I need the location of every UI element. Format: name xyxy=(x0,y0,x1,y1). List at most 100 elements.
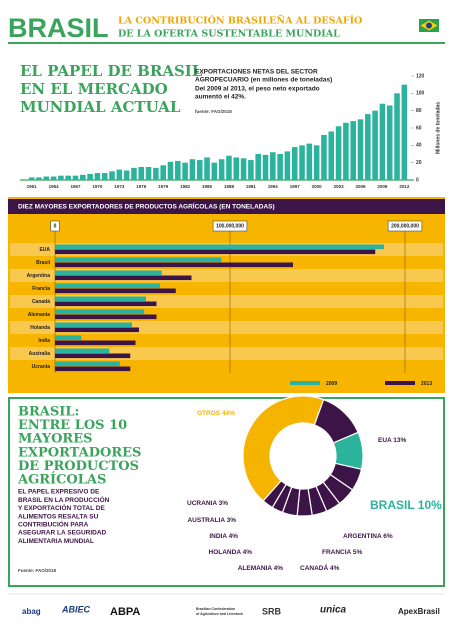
category-label: Francia xyxy=(32,286,50,292)
x-tick-label: 1982 xyxy=(180,184,191,189)
bar xyxy=(55,322,132,328)
logo: unica xyxy=(320,605,347,616)
bar xyxy=(167,161,174,180)
chart-subtitle: AGROPECUARIO (en millones de toneladas) xyxy=(195,77,332,84)
category-label: India xyxy=(38,338,50,344)
y-tick-label: 80 xyxy=(416,108,422,114)
bar xyxy=(277,154,283,180)
slice-value: 6% xyxy=(383,533,393,540)
body-text: EL PAPEL EXPRESIVO DE xyxy=(18,489,100,496)
exporters-title-bar xyxy=(8,199,445,214)
chart-title: DIEZ MAYORES EXPORTADORES DE PRODUCTOS A… xyxy=(18,202,275,211)
bar xyxy=(131,167,137,180)
x-tick-label: 1985 xyxy=(202,184,213,189)
bar xyxy=(204,157,210,180)
body-text: BRASIL EN LA PRODUCCIÓN xyxy=(18,495,110,504)
bar xyxy=(372,110,378,180)
logo: ABIEC xyxy=(61,604,91,614)
category-label: Brasil xyxy=(36,260,51,266)
slice-value: 10% xyxy=(418,498,442,512)
section-title: DE PRODUCTOS xyxy=(18,459,139,474)
bar xyxy=(50,176,57,180)
bar xyxy=(55,309,145,315)
bar xyxy=(379,103,386,180)
slice-category: EUA xyxy=(378,437,392,444)
body-text: ALIMENTOS RESALTA SU xyxy=(18,513,99,520)
bar xyxy=(65,175,71,180)
x-tick-label: 1994 xyxy=(268,184,279,189)
x-tick-label: 1976 xyxy=(136,184,147,189)
x-tick-label: 100,000,000 xyxy=(216,223,244,229)
slice-label: ARGENTINA 6% xyxy=(343,533,393,540)
slice-category: AUSTRALIA xyxy=(187,517,225,524)
x-tick-label: 2006 xyxy=(355,184,366,189)
x-tick-label: 0 xyxy=(54,223,57,229)
bar xyxy=(321,134,327,180)
bar xyxy=(58,175,64,180)
chart-subtitle: EXPORTACIONES NETAS DEL SECTOR xyxy=(195,69,318,76)
bar xyxy=(55,262,293,268)
slice-value: 5% xyxy=(353,549,363,556)
bar xyxy=(55,257,222,263)
bar xyxy=(55,366,131,372)
bar xyxy=(218,159,225,180)
bar xyxy=(109,171,115,180)
bar xyxy=(28,177,35,180)
category-label: Ucrania xyxy=(32,364,51,370)
slice-value: 44% xyxy=(222,410,235,417)
bar xyxy=(94,173,101,180)
bar xyxy=(350,121,356,180)
x-tick-label: 1970 xyxy=(92,184,103,189)
bar xyxy=(394,93,400,180)
logo: ApexBrasil xyxy=(398,607,440,616)
bar xyxy=(240,158,247,180)
slice-value: 4% xyxy=(243,549,253,556)
category-label: Canadá xyxy=(32,299,50,305)
slice-value: 4% xyxy=(229,533,239,540)
bar xyxy=(87,173,93,180)
bar xyxy=(55,348,110,354)
legend-swatch xyxy=(385,381,415,385)
y-tick-label: 60 xyxy=(416,125,422,131)
slice-value: 4% xyxy=(274,565,284,572)
slice-label: FRANCIA 5% xyxy=(322,549,362,556)
legend-label: 2013 xyxy=(421,381,432,387)
bar xyxy=(255,154,261,180)
slice-category: INDIA xyxy=(209,533,227,540)
bar xyxy=(55,361,120,367)
x-tick-label: 1967 xyxy=(70,184,81,189)
y-tick-label: 100 xyxy=(416,91,425,97)
page-title: BRASIL xyxy=(8,13,109,43)
bar xyxy=(123,170,130,180)
y-tick-label: 0 xyxy=(416,177,419,183)
slice-category: OTROS xyxy=(197,410,221,417)
slice-label: OTROS 44% xyxy=(197,410,235,417)
section-title: EXPORTADORES xyxy=(18,445,141,460)
slice-label: EUA 13% xyxy=(378,437,407,444)
x-tick-label: 1997 xyxy=(290,184,301,189)
x-tick-label: 1979 xyxy=(158,184,169,189)
donut-slice xyxy=(242,395,325,502)
x-tick-label: 200,000,000 xyxy=(391,223,419,229)
bar xyxy=(55,275,192,281)
bar xyxy=(55,296,146,302)
bar xyxy=(80,174,86,180)
bar xyxy=(182,162,188,180)
bar xyxy=(55,249,376,255)
bar xyxy=(262,154,269,180)
slice-label: HOLANDA 4% xyxy=(209,549,253,556)
y-tick-label: 40 xyxy=(416,143,422,149)
page-subtitle: DE LA OFERTA SUSTENTABLE MUNDIAL xyxy=(118,29,340,40)
annotation: aumentó el 42%. xyxy=(195,94,246,101)
bar xyxy=(313,145,320,180)
section-title: EN EL MERCADO xyxy=(20,80,168,98)
slice-label: AUSTRALIA 3% xyxy=(187,517,236,524)
x-tick-label: 2009 xyxy=(377,184,388,189)
legend-label: 2009 xyxy=(326,381,337,387)
bar xyxy=(55,314,157,320)
bar xyxy=(43,176,50,180)
bar xyxy=(55,353,131,359)
x-tick-label: 1988 xyxy=(224,184,235,189)
bar xyxy=(306,143,313,180)
bar xyxy=(270,152,276,180)
